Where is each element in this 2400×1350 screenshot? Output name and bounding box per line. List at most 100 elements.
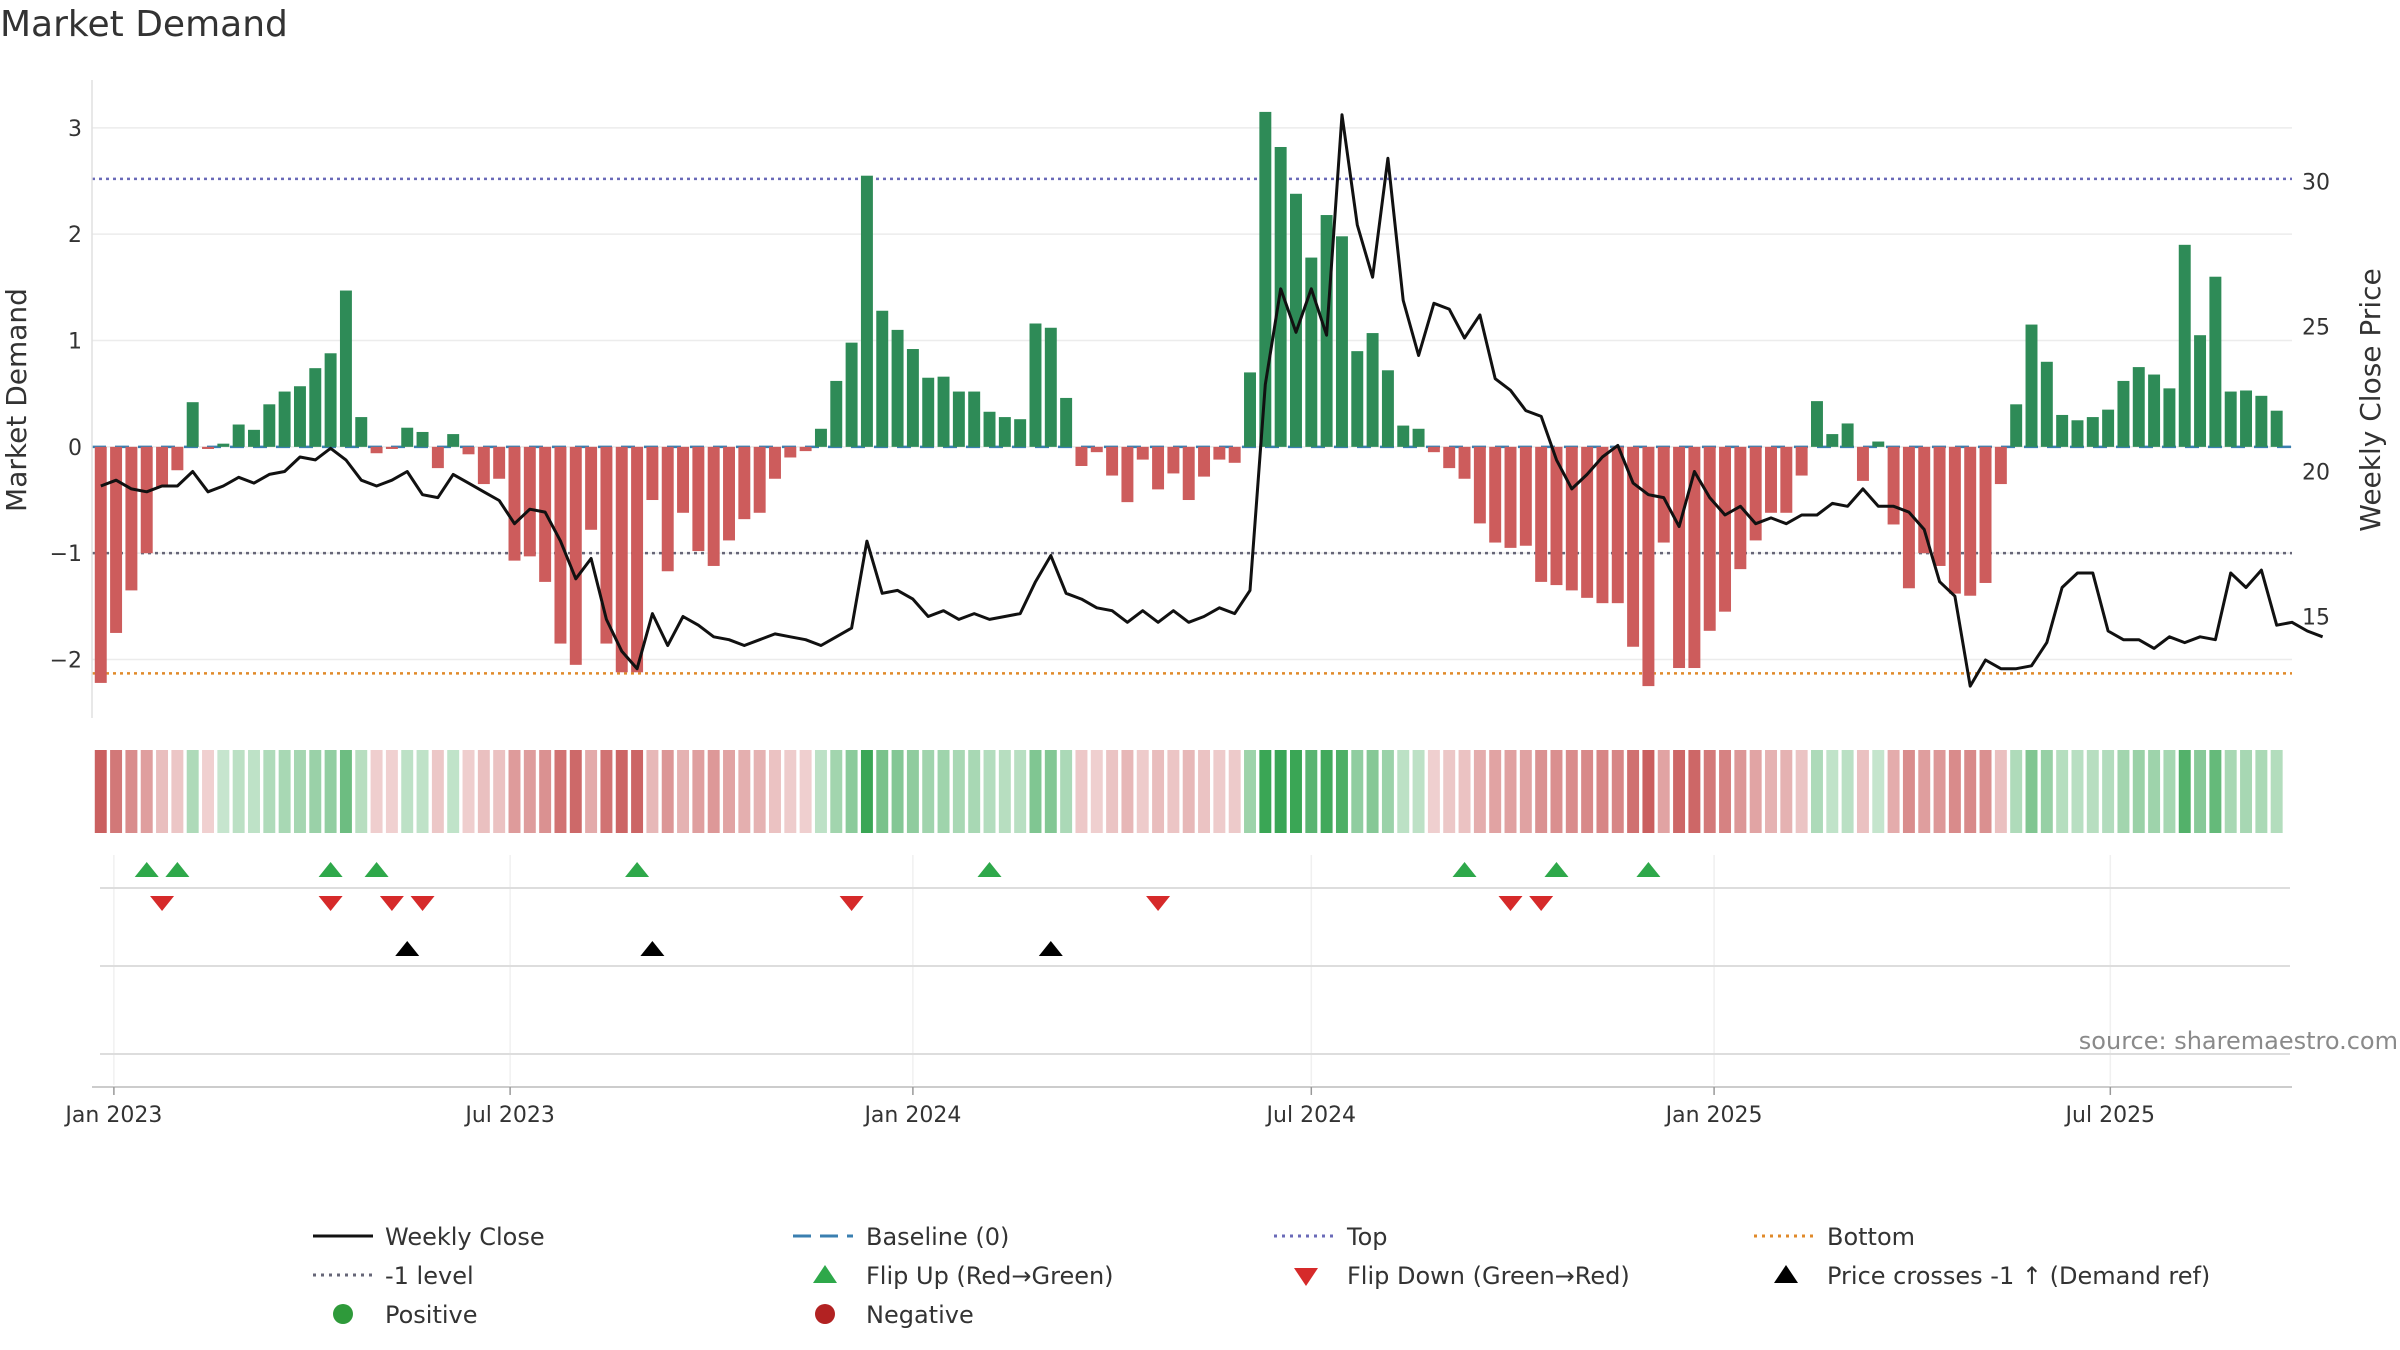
demand-bar (1198, 446, 1211, 477)
heat-cell (952, 750, 965, 833)
demand-bar (370, 446, 383, 454)
demand-bar (462, 446, 475, 455)
heat-cell (2102, 750, 2115, 833)
demand-bar (431, 446, 444, 469)
legend-minus-one-label: -1 level (385, 1262, 474, 1290)
demand-bar (1458, 446, 1471, 479)
heat-cell (830, 750, 843, 833)
demand-bar (1504, 446, 1517, 548)
demand-bar (784, 446, 797, 458)
demand-bar (1029, 323, 1042, 447)
heat-cell (1504, 750, 1517, 833)
demand-bar (891, 329, 904, 447)
heat-cell (324, 750, 337, 833)
heat-cell (110, 750, 123, 833)
heat-cell (1320, 750, 1333, 833)
heat-cell (661, 750, 674, 833)
demand-bar (1581, 446, 1594, 598)
demand-bar (1106, 446, 1119, 476)
weekly-close-line (100, 113, 2324, 688)
demand-bar (416, 431, 429, 447)
flip-markers-panel (100, 862, 2290, 911)
demand-bar (1565, 446, 1578, 591)
demand-bar (1427, 446, 1440, 453)
heat-cell (1627, 750, 1640, 833)
heat-cell (1213, 750, 1226, 833)
heat-cell (1810, 750, 1823, 833)
x-tick-label: Jul 2023 (463, 1103, 555, 1128)
heat-cell (293, 750, 306, 833)
y-axis-right-label: Weekly Close Price (2354, 268, 2387, 531)
legend-baseline: Baseline (0) (793, 1223, 1009, 1251)
heat-cell (631, 750, 644, 833)
demand-bar (1780, 446, 1793, 513)
y-tick-right-label: 30 (2302, 171, 2330, 196)
heat-cell (1872, 750, 1885, 833)
demand-bar (2194, 335, 2207, 447)
demand-bar (1366, 333, 1379, 447)
heat-cell (1366, 750, 1379, 833)
demand-bar (248, 429, 260, 447)
demand-heat-strip (94, 750, 2283, 833)
demand-bar (1688, 446, 1701, 669)
demand-bar (830, 380, 843, 447)
heat-cell (1458, 750, 1471, 833)
heat-cell (2040, 750, 2053, 833)
flip-up-icon (1636, 862, 1661, 877)
demand-bar (1014, 419, 1027, 447)
demand-bar (477, 446, 490, 485)
y-tick-left-label: 2 (68, 223, 82, 248)
heat-cell (2255, 750, 2268, 833)
demand-bar (1152, 446, 1165, 490)
heat-cell (1259, 750, 1272, 833)
demand-bar (1657, 446, 1670, 543)
heat-cell (1244, 750, 1256, 833)
demand-bar (1887, 446, 1900, 525)
demand-bar (1213, 446, 1226, 460)
heat-cell (248, 750, 260, 833)
heat-cell (385, 750, 398, 833)
demand-bar (202, 446, 214, 449)
heat-cell (860, 750, 873, 833)
heat-cell (1412, 750, 1425, 833)
demand-bar (1979, 446, 1992, 583)
heat-cell (784, 750, 797, 833)
demand-bar (1918, 446, 1931, 554)
demand-bar (1473, 446, 1486, 524)
price-cross-icon (1038, 941, 1063, 956)
heat-cell (738, 750, 751, 833)
demand-bar (217, 443, 230, 447)
heat-cell (1856, 750, 1869, 833)
demand-bar (156, 446, 169, 488)
heat-cell (539, 750, 552, 833)
demand-bar (1841, 423, 1854, 447)
y-tick-right-label: 15 (2302, 606, 2330, 631)
demand-bar (2117, 380, 2130, 447)
heat-cell (477, 750, 490, 833)
legend-negative-dot (815, 1304, 835, 1324)
heat-cell (202, 750, 214, 833)
demand-bar (493, 446, 506, 479)
demand-bar (1060, 397, 1073, 447)
demand-bar (646, 446, 659, 501)
demand-bar (1381, 370, 1394, 447)
flip-up-icon (134, 862, 159, 877)
heat-cell (1642, 750, 1655, 833)
heat-cell (171, 750, 184, 833)
demand-bar (171, 446, 184, 471)
price-cross-icon (395, 941, 420, 956)
demand-bar (293, 386, 306, 447)
flip-down-icon (318, 896, 343, 911)
demand-bar (2224, 391, 2237, 447)
heat-cell (2224, 750, 2237, 833)
heat-cell (523, 750, 536, 833)
heat-cell (968, 750, 981, 833)
reference-lines (92, 177, 2292, 675)
heat-cell (2148, 750, 2161, 833)
heat-cell (2010, 750, 2023, 833)
x-tick-label: Jan 2023 (63, 1103, 162, 1128)
demand-bar (324, 353, 337, 447)
heat-cell (1581, 750, 1594, 833)
heat-cell (876, 750, 889, 833)
